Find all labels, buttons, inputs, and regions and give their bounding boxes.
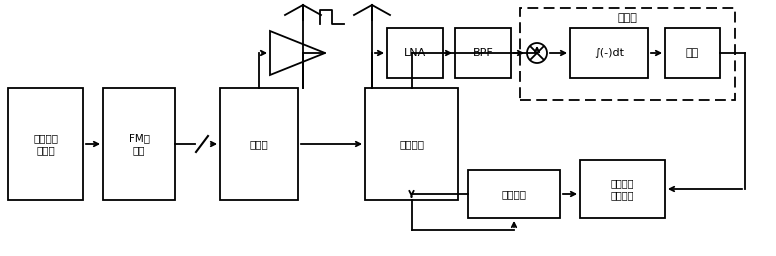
Bar — [468, 170, 560, 218]
Bar — [580, 160, 665, 218]
Bar — [520, 8, 735, 100]
Text: ∫(-)dt: ∫(-)dt — [594, 48, 624, 58]
Bar — [387, 28, 443, 78]
Bar — [8, 88, 83, 200]
Text: 交通流量
统计模块: 交通流量 统计模块 — [611, 178, 634, 200]
Bar — [365, 88, 458, 200]
Text: 延时线组: 延时线组 — [399, 139, 424, 149]
Text: 延时控制: 延时控制 — [501, 189, 526, 199]
Text: 相关器: 相关器 — [618, 13, 637, 23]
Bar — [570, 28, 648, 78]
Bar — [665, 28, 720, 78]
Text: 混沌信号
发生器: 混沌信号 发生器 — [33, 133, 58, 155]
Bar — [455, 28, 511, 78]
Text: LNA: LNA — [404, 48, 426, 58]
Text: FM调
制器: FM调 制器 — [129, 133, 150, 155]
Text: BPF: BPF — [473, 48, 494, 58]
Bar — [103, 88, 175, 200]
Text: 采样: 采样 — [686, 48, 699, 58]
Bar — [220, 88, 298, 200]
Text: 分路器: 分路器 — [250, 139, 268, 149]
